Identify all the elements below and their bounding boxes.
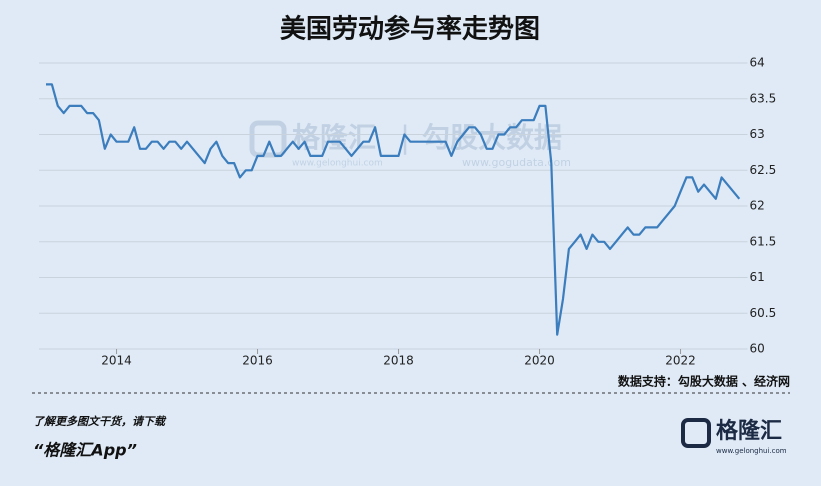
watermark-brand: 格隆汇 [292, 121, 376, 154]
x-tick-label: 2022 [665, 354, 696, 368]
logo-text: 格隆汇 [716, 418, 782, 444]
watermark-icon [249, 120, 287, 158]
watermark-separator: | [400, 121, 410, 156]
y-tick-label: 62 [750, 199, 765, 213]
footer-app: “格隆汇App” [33, 441, 137, 460]
x-tick-label: 2018 [383, 354, 414, 368]
data-line [46, 83, 741, 336]
source: 数据支持：勾股大数据 、经济网 [618, 374, 790, 389]
x-tick-label: 2020 [524, 354, 555, 368]
y-tick-label: 63 [750, 127, 765, 141]
y-tick-label: 60 [750, 342, 765, 356]
y-tick-label: 61.5 [750, 234, 777, 248]
y-tick-label: 60.5 [750, 306, 777, 320]
chart-title: 美国劳动参与率走势图 [280, 14, 540, 45]
footer-prompt: 了解更多图文干货，请下载 [33, 415, 167, 428]
x-tick-label: 2014 [101, 354, 132, 368]
y-tick-label: 64 [750, 56, 765, 70]
watermark-partner-url: www.gogudata.com [462, 156, 571, 169]
x-tick-label: 2016 [242, 354, 273, 368]
watermark-brand-url: www.gelonghui.com [292, 159, 383, 169]
logo-url: www.gelonghui.com [716, 447, 787, 455]
y-tick-label: 63.5 [750, 91, 777, 105]
y-tick-label: 61 [750, 270, 765, 284]
y-tick-label: 62.5 [750, 163, 777, 177]
logo-icon [681, 418, 711, 448]
